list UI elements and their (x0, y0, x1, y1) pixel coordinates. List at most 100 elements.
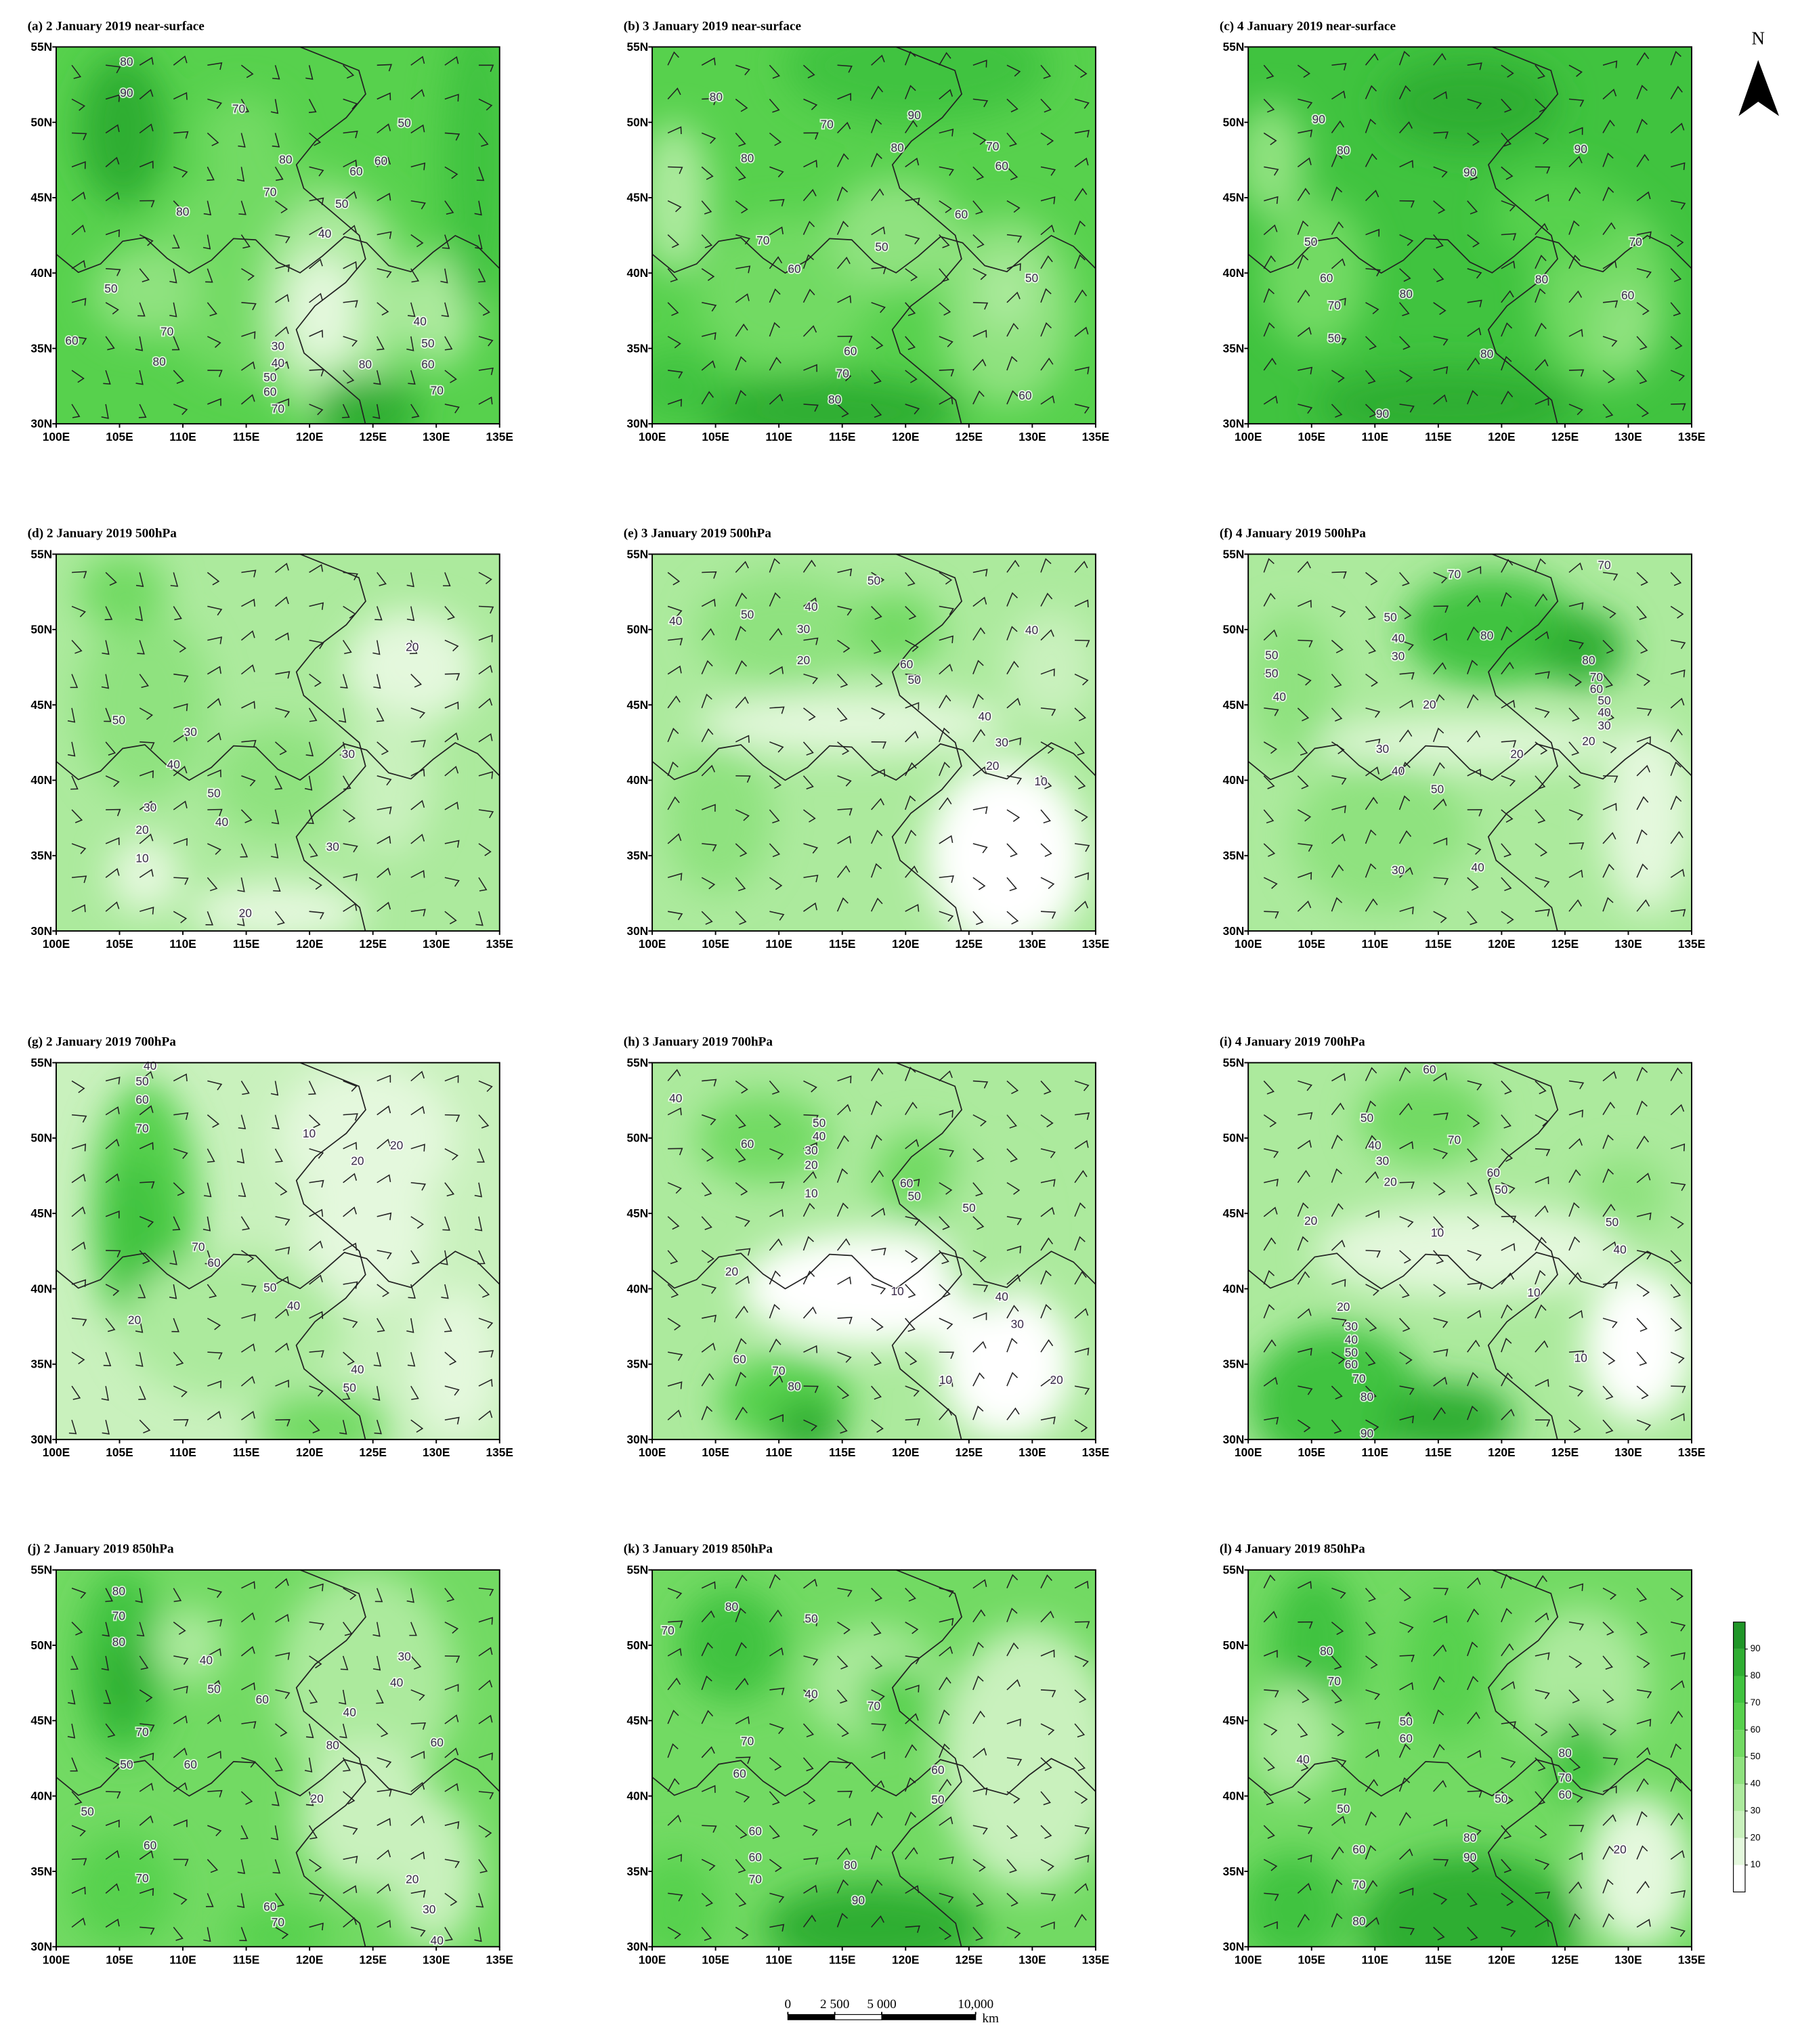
wind-barb (1670, 1143, 1686, 1152)
x-tick-label: 125E (359, 430, 386, 443)
wind-barb (105, 741, 116, 756)
y-tick-label: 55N (627, 40, 649, 53)
wind-barb (1670, 370, 1686, 382)
wind-barb (1535, 1340, 1549, 1353)
wind-barb (1398, 762, 1411, 777)
border-line (1248, 742, 1692, 781)
wind-barb (1501, 1791, 1514, 1805)
wind-barb (1501, 1858, 1512, 1873)
y-tick-label: 45N (1223, 1714, 1245, 1727)
wind-barb (769, 1573, 781, 1589)
wind-barb (769, 393, 784, 405)
wind-barb (173, 1073, 188, 1082)
wind-barb (1399, 121, 1413, 133)
x-tick-label: 115E (233, 430, 260, 443)
wind-barb (410, 674, 423, 688)
wind-barb (1074, 1236, 1086, 1251)
wind-barb (105, 1077, 121, 1085)
y-tick-label: 55N (627, 547, 649, 561)
wind-barb (373, 1351, 382, 1367)
wind-barb (667, 1182, 682, 1194)
wind-barb (71, 875, 87, 884)
wind-barb (1074, 673, 1089, 686)
wind-barb (972, 1250, 987, 1263)
wind-barb (667, 833, 682, 844)
wind-barb (836, 1419, 848, 1434)
wind-barb (701, 200, 712, 215)
wind-barb (1331, 90, 1346, 100)
wind-barb (478, 605, 494, 614)
wind-barb (802, 1915, 817, 1928)
wind-barb (70, 674, 79, 689)
y-tick-label: 50N (627, 1131, 649, 1145)
wind-barb (71, 1173, 86, 1183)
wind-barb (1399, 1385, 1415, 1395)
wind-barb (837, 64, 853, 73)
wind-barb (769, 1609, 783, 1623)
wind-barb (939, 166, 954, 176)
wind-barb (939, 1148, 954, 1158)
shading-region (1514, 1607, 1648, 1759)
wind-barb (1568, 1825, 1585, 1833)
wind-barb (406, 336, 414, 351)
wind-barb (972, 302, 989, 310)
wind-barb (836, 221, 849, 235)
x-tick-label: 115E (829, 937, 856, 951)
wind-barb (1670, 1216, 1684, 1229)
wind-barb (769, 1374, 784, 1387)
contour-label: 70 (135, 1725, 148, 1739)
shading-region (344, 705, 433, 856)
wind-barb (410, 1926, 426, 1937)
wind-barb (135, 1351, 144, 1367)
wind-barb (803, 1791, 816, 1805)
wind-barb (478, 1617, 493, 1625)
wind-barb (701, 1785, 716, 1793)
wind-barb (309, 1274, 323, 1285)
wind-barb (1602, 1757, 1619, 1766)
x-tick-label: 130E (1019, 1445, 1046, 1459)
wind-barb (871, 1284, 886, 1295)
contour-label: 40 (995, 1290, 1008, 1303)
wind-barb (410, 1385, 419, 1400)
shading-region (1492, 171, 1625, 262)
x-tick-label: 110E (1362, 1953, 1389, 1966)
contour-label: 80 (1559, 1746, 1572, 1760)
wind-barb (105, 1588, 113, 1603)
wind-barb (139, 1655, 149, 1670)
y-tick-label: 35N (627, 1357, 649, 1371)
wind-barb (972, 1825, 988, 1835)
wind-barb (1433, 877, 1449, 886)
shading-region (1381, 1383, 1515, 1440)
wind-barb (105, 94, 121, 102)
wind-barb (236, 1148, 245, 1164)
wind-barb (202, 234, 211, 250)
wind-barb (1636, 1747, 1651, 1758)
wind-barb (1040, 98, 1052, 113)
wind-barb (1602, 1241, 1617, 1251)
wind-barb (1501, 1607, 1512, 1623)
contour-label: 20 (406, 1873, 419, 1886)
wind-barb (1264, 1689, 1279, 1698)
y-tick-label: 45N (1223, 191, 1245, 204)
wind-barb (441, 1284, 449, 1299)
map-frame (1247, 553, 1692, 932)
wind-barb (1568, 255, 1581, 269)
wind-barb (343, 1173, 357, 1183)
wind-barb (377, 231, 392, 239)
wind-barb (939, 1318, 953, 1330)
contour-label: 30 (1345, 1320, 1358, 1333)
y-tick-label: 45N (30, 698, 52, 712)
wind-barb (406, 606, 415, 622)
wind-barb (309, 1655, 322, 1669)
wind-barb (1040, 1206, 1055, 1217)
wind-barb (701, 1642, 713, 1657)
wind-barb (1006, 1892, 1019, 1907)
wind-barb (410, 1689, 425, 1701)
wind-barb (478, 302, 490, 316)
wind-barb (72, 571, 87, 579)
wind-barb (207, 167, 215, 181)
x-tick-label: 105E (702, 1445, 729, 1459)
wind-barb (444, 877, 460, 887)
wind-barb (275, 1613, 290, 1623)
panel-title: (l) 4 January 2019 850hPa (1220, 1542, 1365, 1557)
